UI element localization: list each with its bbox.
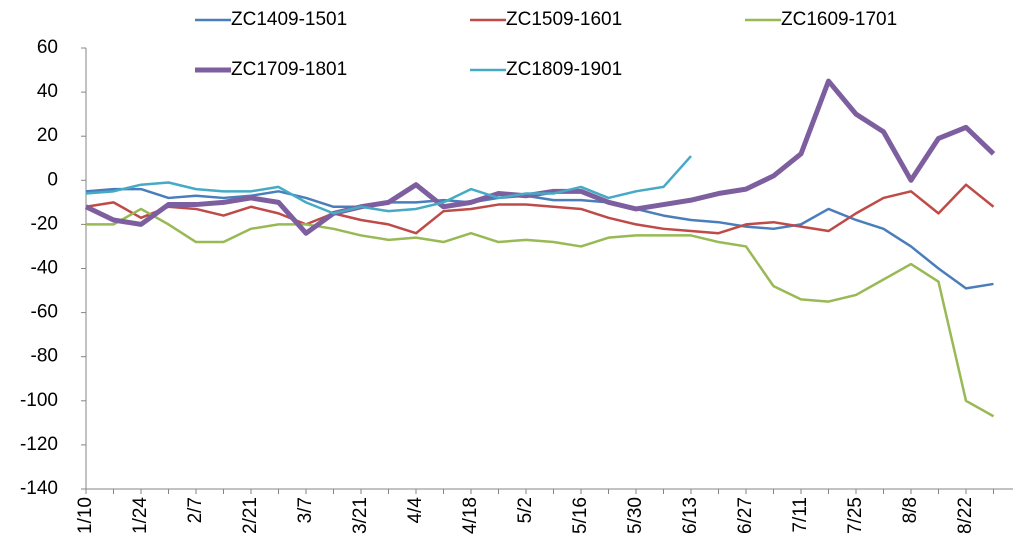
y-tick-label: 40 [37,81,58,102]
x-tick-label: 5/2 [515,497,536,523]
y-tick-label: 20 [37,125,58,146]
x-tick-label: 4/18 [460,497,481,534]
y-tick-label: -80 [31,346,58,367]
y-tick-label: 0 [47,169,58,190]
y-tick-label: 60 [37,37,58,58]
series-line [86,207,995,418]
x-tick-label: 5/16 [570,497,591,534]
x-tick-label: 6/27 [735,497,756,534]
x-tick-label: 5/30 [625,497,646,534]
x-tick-label: 7/25 [845,497,866,534]
y-tick-label: -20 [31,213,58,234]
legend-label: ZC1409-1501 [231,9,347,30]
x-tick-label: 8/8 [900,497,921,523]
legend-label: ZC1809-1901 [506,59,622,80]
x-tick-label: 2/7 [185,497,206,523]
x-tick-label: 2/21 [240,497,261,534]
y-tick-label: -100 [20,390,58,411]
legend-label: ZC1709-1801 [231,59,347,80]
series-line [85,187,994,290]
x-tick-label: 1/24 [130,497,151,534]
legend-label: ZC1609-1701 [781,9,897,30]
series-line [85,155,692,215]
y-tick-label: -120 [20,434,58,455]
x-tick-label: 1/10 [75,497,96,534]
x-tick-label: 8/22 [955,497,976,534]
x-tick-label: 3/21 [350,497,371,534]
x-tick-label: 6/13 [680,497,701,534]
y-tick-label: -140 [20,478,58,499]
x-tick-label: 4/4 [405,497,426,524]
x-tick-label: 7/11 [790,497,811,533]
series-line [84,78,996,236]
x-tick-label: 3/7 [295,497,316,523]
y-tick-label: -60 [31,302,58,323]
legend-label: ZC1509-1601 [506,9,622,30]
series-line [85,183,995,235]
y-tick-label: -40 [31,258,58,279]
